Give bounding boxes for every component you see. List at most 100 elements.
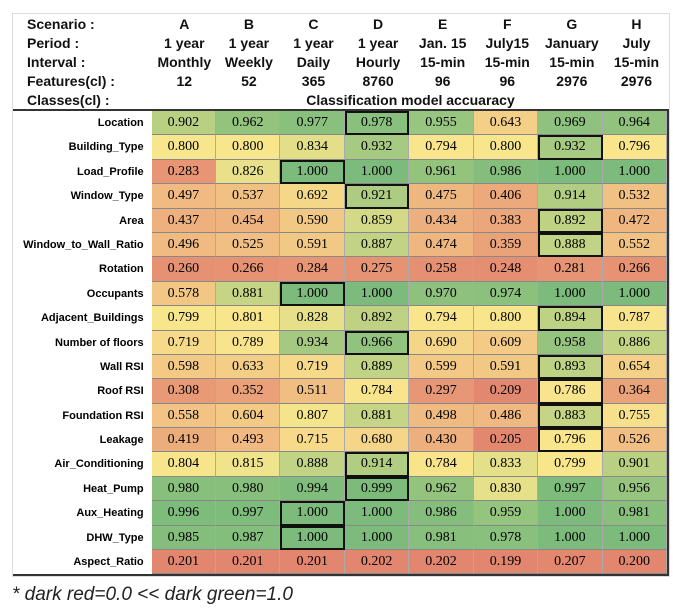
scenario-header: H xyxy=(631,15,642,32)
heatmap-cell: 0.201 xyxy=(151,550,217,575)
heatmap-cell: 0.964 xyxy=(602,111,668,136)
row-label: Leakage xyxy=(13,428,152,453)
heatmap-row: Air_Conditioning 0.804 0.815 0.888 0.914 0.78… xyxy=(13,452,668,477)
interval-header: Daily xyxy=(296,53,331,70)
period-header: July xyxy=(622,34,651,51)
heatmap-cell: 0.552 xyxy=(602,232,668,258)
heatmap-cell: 0.352 xyxy=(216,379,281,404)
heatmap-cell: 0.532 xyxy=(602,184,668,209)
heatmap-cell: 0.200 xyxy=(602,550,668,575)
features-header: 52 xyxy=(241,72,257,89)
heatmap-cell: 0.598 xyxy=(151,354,217,380)
heatmap-row: Wall RSI 0.598 0.633 0.719 0.889 0.599 0.591 0.… xyxy=(13,354,668,380)
features-label: Features(cl) : xyxy=(27,72,115,89)
heatmap-cell: 0.755 xyxy=(602,403,668,429)
period-header: 1 year xyxy=(357,34,399,51)
footnote: * dark red=0.0 << dark green=1.0 xyxy=(12,584,293,605)
features-header: 2976 xyxy=(620,72,653,89)
heatmap-cell-best: 0.932 xyxy=(538,135,603,160)
heatmap-cell: 0.888 xyxy=(280,452,345,477)
period-header: Jan. 15 xyxy=(418,34,467,51)
heatmap-cell: 0.800 xyxy=(473,135,539,160)
period-header: 1 year xyxy=(164,34,205,51)
row-label: Roof RSI xyxy=(13,379,152,404)
heatmap-cell: 0.437 xyxy=(151,208,217,233)
features-header: 96 xyxy=(499,72,516,89)
heatmap-cell: 0.962 xyxy=(409,476,474,502)
heatmap-cell: 0.996 xyxy=(151,501,217,526)
heatmap-cell: 1.000 xyxy=(344,501,410,526)
row-label: Area xyxy=(13,208,152,233)
heatmap-cell: 0.680 xyxy=(344,428,410,453)
heatmap-table: Scenario : A B C D E F G H Period : 1 year 1 year 1… xyxy=(12,13,670,578)
heatmap-cell-best: 0.786 xyxy=(538,379,603,404)
heatmap-cell: 0.205 xyxy=(473,428,539,453)
heatmap-cell: 0.901 xyxy=(602,452,668,477)
heatmap-cell: 0.881 xyxy=(216,281,281,307)
interval-header: Weekly xyxy=(224,53,273,70)
heatmap-cell: 0.719 xyxy=(151,330,217,355)
row-label: Air_Conditioning xyxy=(13,452,152,477)
scenario-header: A xyxy=(179,15,190,32)
heatmap-cell: 0.794 xyxy=(409,135,474,160)
heatmap-cell: 0.359 xyxy=(473,232,539,258)
heatmap-cell: 0.248 xyxy=(473,257,539,282)
classes-row: Classes(cl) : Classification model accuar… xyxy=(13,90,669,109)
heatmap-cell: 0.980 xyxy=(151,476,217,502)
interval-header: 15-min xyxy=(613,53,660,70)
heatmap-cell: 1.000 xyxy=(538,501,603,526)
row-label: Building_Type xyxy=(13,135,152,160)
heatmap-row: Number of floors 0.719 0.789 0.934 0.966 0.69… xyxy=(13,330,668,355)
heatmap-cell: 0.978 xyxy=(473,525,539,551)
heatmap-cell: 0.643 xyxy=(473,111,539,136)
scenario-header: B xyxy=(243,15,254,32)
heatmap-row: Rotation 0.260 0.266 0.284 0.275 0.258 0.248 0.… xyxy=(13,257,668,282)
heatmap-cell: 0.834 xyxy=(280,135,345,160)
heatmap-cell: 1.000 xyxy=(344,525,410,551)
heatmap-cell-best: 1.000 xyxy=(280,281,345,307)
heatmap-cell-best: 0.893 xyxy=(538,354,603,380)
heatmap-cell-best: 1.000 xyxy=(280,525,345,551)
heatmap-cell: 0.934 xyxy=(280,330,345,355)
heatmap-cell: 0.258 xyxy=(409,257,474,282)
period-header: January xyxy=(545,34,599,51)
period-label: Period : xyxy=(27,34,80,51)
features-header: 365 xyxy=(301,72,326,89)
heatmap-row: Window_Type 0.497 0.537 0.692 0.921 0.475 0.40… xyxy=(13,184,668,209)
heatmap-cell: 0.475 xyxy=(409,184,474,209)
heatmap-cell: 0.297 xyxy=(409,379,474,404)
heatmap-cell: 0.902 xyxy=(151,111,217,136)
heatmap-cell: 0.715 xyxy=(280,428,345,453)
features-row: Features(cl) : 12 52 365 8760 96 96 2976 2976 xyxy=(13,71,669,90)
period-header: 1 year xyxy=(228,34,270,51)
heatmap-cell: 0.266 xyxy=(216,257,281,282)
heatmap-cell: 0.498 xyxy=(409,403,474,429)
heatmap-cell: 0.887 xyxy=(344,232,410,258)
row-label: Window_to_Wall_Ratio xyxy=(13,232,152,258)
row-label: Rotation xyxy=(13,257,152,282)
heatmap-row: Area 0.437 0.454 0.590 0.859 0.434 0.383 0.892 0… xyxy=(13,208,668,233)
row-label: Load_Profile xyxy=(13,159,152,185)
heatmap-cell: 0.383 xyxy=(473,208,539,233)
period-header: 1 year xyxy=(293,34,334,51)
heatmap-cell-best: 0.892 xyxy=(538,208,603,233)
heatmap-cell: 0.784 xyxy=(409,452,474,477)
heatmap-cell: 0.207 xyxy=(538,550,603,575)
heatmap-cell: 0.980 xyxy=(216,476,281,502)
row-label: Aspect_Ratio xyxy=(13,550,152,575)
heatmap-cell: 1.000 xyxy=(602,281,668,307)
heatmap-cell: 0.830 xyxy=(473,476,539,502)
heatmap-cell: 0.959 xyxy=(473,501,539,526)
heatmap-cell: 1.000 xyxy=(538,159,603,185)
heatmap-cell: 0.496 xyxy=(151,232,217,258)
heatmap-cell: 0.493 xyxy=(216,428,281,453)
heatmap-cell: 0.308 xyxy=(151,379,217,404)
heatmap-cell: 0.284 xyxy=(280,257,345,282)
heatmap-row: Window_to_Wall_Ratio 0.496 0.525 0.591 0.887… xyxy=(13,232,668,258)
heatmap-cell: 0.801 xyxy=(216,306,281,331)
heatmap-cell: 0.590 xyxy=(280,208,345,233)
heatmap-cell: 0.859 xyxy=(344,208,410,233)
heatmap-row: Aspect_Ratio 0.201 0.201 0.201 0.202 0.202 0.1… xyxy=(13,550,668,575)
interval-label: Interval : xyxy=(27,53,86,70)
features-header: 8760 xyxy=(362,72,394,89)
